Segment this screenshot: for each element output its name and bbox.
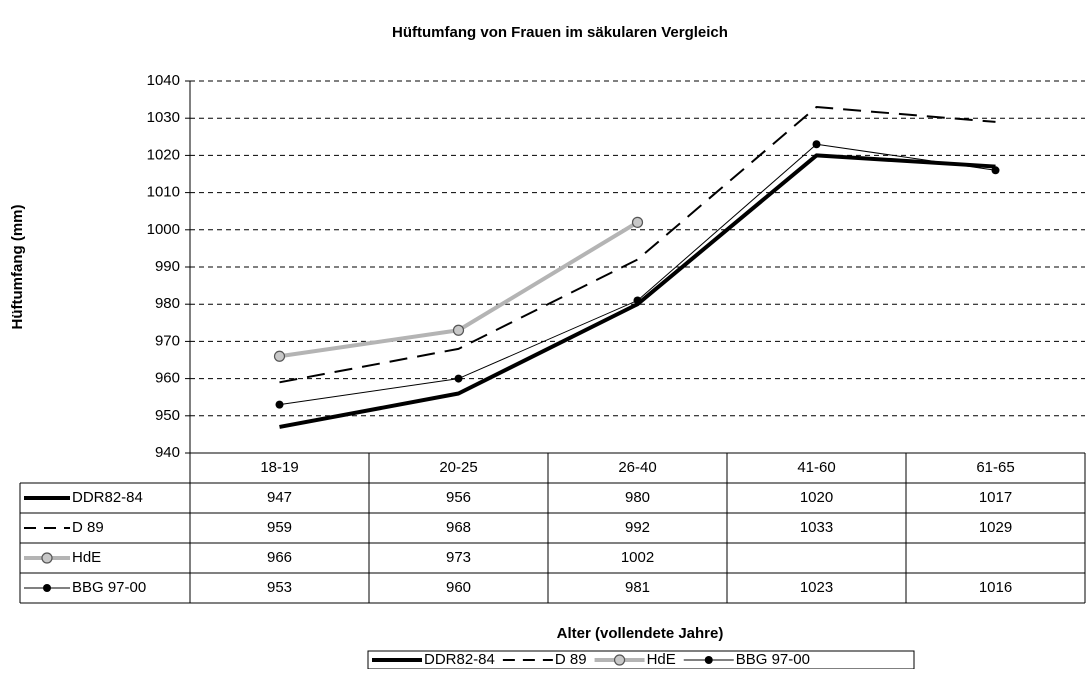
- x-tick-label: 26-40: [618, 459, 656, 476]
- table-value: 1033: [800, 519, 833, 536]
- table-value: 1017: [979, 489, 1012, 506]
- legend-label: HdE: [647, 651, 676, 668]
- legend-label: D 89: [72, 519, 104, 536]
- point: [991, 166, 1000, 175]
- table-value: 960: [446, 579, 471, 596]
- table-value: 1023: [800, 579, 833, 596]
- y-tick-label: 1000: [147, 221, 180, 238]
- legend-label: HdE: [72, 549, 101, 566]
- table-value: 953: [267, 579, 292, 596]
- table-value: 992: [625, 519, 650, 536]
- point: [704, 656, 713, 664]
- y-tick-label: 980: [155, 295, 180, 312]
- series-line: [279, 220, 639, 359]
- point: [273, 350, 286, 362]
- legend-label: DDR82-84: [424, 651, 495, 668]
- point: [613, 654, 626, 666]
- y-tick-label: 960: [155, 370, 180, 387]
- x-tick-label: 41-60: [797, 459, 835, 476]
- y-tick-label: 1030: [147, 109, 180, 126]
- table-value: 980: [625, 489, 650, 506]
- point: [43, 584, 51, 592]
- legend-label: BBG 97-00: [72, 579, 146, 596]
- y-tick-label: 1040: [147, 72, 180, 89]
- x-tick-label: 18-19: [260, 459, 298, 476]
- chart-title: Hüftumfang von Frauen im säkularen Vergl…: [392, 24, 728, 41]
- x-tick-label: 20-25: [439, 459, 477, 476]
- point: [812, 140, 821, 149]
- y-tick-label: 970: [155, 332, 180, 349]
- legend-label: BBG 97-00: [736, 651, 810, 668]
- y-tick-label: 990: [155, 258, 180, 275]
- table-value: 1016: [979, 579, 1012, 596]
- table-value: 966: [267, 549, 292, 566]
- y-tick-label: 950: [155, 407, 180, 424]
- point: [41, 552, 53, 564]
- x-axis-label: Alter (vollendete Jahre): [557, 625, 724, 642]
- y-tick-label: 1020: [147, 146, 180, 163]
- point: [633, 296, 642, 305]
- table-value: 1029: [979, 519, 1012, 536]
- y-axis-label: Hüftumfang (mm): [9, 205, 26, 330]
- table-value: 959: [267, 519, 292, 536]
- series-line: [279, 143, 996, 406]
- table-value: 1002: [621, 549, 654, 566]
- point: [454, 374, 463, 383]
- table-value: 973: [446, 549, 471, 566]
- table-value: 947: [267, 489, 292, 506]
- table-value: 1020: [800, 489, 833, 506]
- table-value: 956: [446, 489, 471, 506]
- series-line: [279, 106, 996, 384]
- point: [452, 324, 465, 336]
- legend-label: DDR82-84: [72, 489, 143, 506]
- table-value: 968: [446, 519, 471, 536]
- x-tick-label: 61-65: [976, 459, 1014, 476]
- table-value: 981: [625, 579, 650, 596]
- series-line: [279, 153, 996, 429]
- y-tick-label: 940: [155, 444, 180, 461]
- y-tick-label: 1010: [147, 184, 180, 201]
- point: [631, 216, 644, 228]
- legend-label: D 89: [555, 651, 587, 668]
- point: [275, 400, 284, 409]
